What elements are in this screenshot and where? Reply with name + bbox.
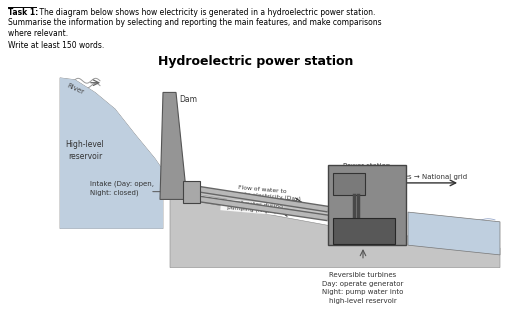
Text: The diagram below shows how electricity is generated in a hydroelectric power st: The diagram below shows how electricity … xyxy=(37,8,375,17)
Polygon shape xyxy=(187,185,330,216)
Text: Flow of water during
pumping (Night): Flow of water during pumping (Night) xyxy=(221,199,283,215)
Text: (Night): (Night) xyxy=(336,234,358,239)
Polygon shape xyxy=(60,78,163,229)
Text: High-level
reservoir: High-level reservoir xyxy=(66,140,104,161)
Text: Reversible turbines
Day: operate generator
Night: pump water into
high-level res: Reversible turbines Day: operate generat… xyxy=(323,272,403,304)
Text: Task 1:: Task 1: xyxy=(8,8,38,17)
Polygon shape xyxy=(170,199,500,268)
Text: Intake (Day: open,
Night: closed): Intake (Day: open, Night: closed) xyxy=(90,181,154,197)
Text: Low-level
reservoir: Low-level reservoir xyxy=(439,223,472,238)
Text: where relevant.: where relevant. xyxy=(8,29,68,38)
Polygon shape xyxy=(60,78,163,229)
Polygon shape xyxy=(183,181,200,203)
Text: Dam: Dam xyxy=(179,95,197,104)
Text: Power station: Power station xyxy=(344,163,391,170)
Text: Hydroelectric power station: Hydroelectric power station xyxy=(158,55,354,69)
Text: Write at least 150 words.: Write at least 150 words. xyxy=(8,41,104,50)
FancyBboxPatch shape xyxy=(333,218,395,244)
Text: Flow of water to
generate electricity (Day): Flow of water to generate electricity (D… xyxy=(223,184,301,202)
Polygon shape xyxy=(408,212,500,255)
Text: (Day): (Day) xyxy=(411,223,430,229)
FancyBboxPatch shape xyxy=(333,173,365,195)
Text: Power lines → National grid: Power lines → National grid xyxy=(372,174,467,180)
FancyBboxPatch shape xyxy=(328,166,406,245)
Text: (Day): (Day) xyxy=(338,223,356,228)
Text: Generator: Generator xyxy=(333,181,365,186)
Polygon shape xyxy=(160,92,187,199)
Text: River: River xyxy=(66,83,85,96)
Text: Summarise the information by selecting and reporting the main features, and make: Summarise the information by selecting a… xyxy=(8,19,381,28)
